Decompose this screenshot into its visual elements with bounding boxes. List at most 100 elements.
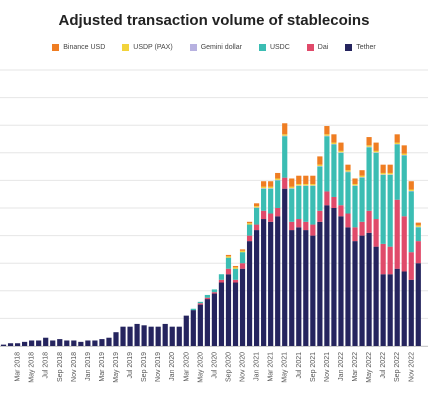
bar-dai-jan-2022 <box>338 205 344 217</box>
bar-usdc-jul-2020 <box>211 289 218 293</box>
bar-binance-usd-mar-2022 <box>352 178 358 184</box>
legend-item-tether[interactable]: Tether <box>345 44 376 51</box>
bar-usdp-pax-dec-2021 <box>331 142 337 144</box>
bar-usdc-dec-2022 <box>415 227 421 242</box>
bar-tether-aug-2022 <box>387 274 393 346</box>
bar-usdc-sep-2020 <box>225 257 232 269</box>
bar-usdp-pax-dec-2020 <box>246 223 253 225</box>
bar-tether-dec-2022 <box>415 263 421 346</box>
bar-usdp-pax-apr-2021 <box>275 178 281 180</box>
bar-usdp-pax-oct-2021 <box>317 164 323 167</box>
bar-tether-feb-2018 <box>7 343 14 346</box>
bar-gemini-dollar-jul-2022 <box>380 174 386 175</box>
x-tick-label: Sep 2020 <box>225 352 232 382</box>
bar-tether-feb-2021 <box>261 219 267 346</box>
bar-tether-aug-2021 <box>303 230 309 346</box>
legend-item-usdc[interactable]: USDC <box>258 44 290 51</box>
bar-tether-mar-2022 <box>352 241 358 346</box>
bar-binance-usd-aug-2021 <box>303 175 309 184</box>
bar-dai-jul-2021 <box>296 219 302 228</box>
bar-usdc-jun-2020 <box>204 294 210 298</box>
bar-tether-apr-2019 <box>106 337 112 346</box>
bar-binance-usd-jul-2022 <box>380 164 386 173</box>
bar-usdp-pax-nov-2021 <box>324 134 330 136</box>
legend-swatch <box>345 44 353 51</box>
bar-gemini-dollar-nov-2021 <box>324 135 330 137</box>
bar-gemini-dollar-oct-2022 <box>401 155 407 156</box>
legend-item-binance-usd[interactable]: Binance USD <box>52 44 105 51</box>
bar-dai-sep-2021 <box>310 224 316 236</box>
bar-tether-sep-2018 <box>57 339 63 346</box>
bar-dai-apr-2022 <box>359 221 365 236</box>
bar-gemini-dollar-sep-2022 <box>394 143 400 145</box>
x-tick-label: Nov 2021 <box>324 352 331 382</box>
x-tick-label: Jul 2020 <box>211 352 218 379</box>
legend-item-dai[interactable]: Dai <box>306 44 328 51</box>
bar-gemini-dollar-may-2021 <box>282 135 288 137</box>
bar-usdp-pax-aug-2022 <box>387 172 393 175</box>
bar-tether-jan-2020 <box>169 326 175 346</box>
bar-binance-usd-jul-2021 <box>296 175 302 184</box>
legend-item-usdp-pax[interactable]: USDP (PAX) <box>122 44 173 51</box>
bar-tether-oct-2019 <box>148 326 154 346</box>
bar-usdp-pax-may-2022 <box>366 145 372 147</box>
bar-tether-oct-2022 <box>401 271 407 346</box>
bar-usdc-sep-2022 <box>394 144 400 200</box>
x-tick-label: May 2019 <box>113 352 120 383</box>
legend-label: Binance USD <box>63 44 106 51</box>
x-tick-label: Sep 2022 <box>394 352 401 382</box>
bar-gemini-dollar-apr-2022 <box>359 177 365 178</box>
bar-usdp-pax-jun-2021 <box>289 186 295 189</box>
x-tick-label: Jul 2019 <box>127 352 134 379</box>
bar-tether-dec-2021 <box>331 208 337 346</box>
bar-usdc-nov-2022 <box>408 191 414 253</box>
legend-swatch <box>258 44 266 51</box>
bar-tether-aug-2020 <box>218 282 225 346</box>
bar-tether-may-2019 <box>113 332 119 346</box>
x-tick-label: May 2022 <box>366 352 373 383</box>
bar-tether-jun-2020 <box>204 299 210 346</box>
bar-tether-jul-2018 <box>43 337 49 346</box>
bar-usdc-feb-2021 <box>261 188 267 211</box>
bar-binance-usd-apr-2021 <box>275 172 281 179</box>
bar-dai-dec-2021 <box>331 196 337 208</box>
chart-title: Adjusted transaction volume of stablecoi… <box>58 12 370 29</box>
bar-binance-usd-aug-2022 <box>387 164 393 173</box>
bar-tether-sep-2020 <box>225 274 232 346</box>
bar-usdp-pax-mar-2022 <box>352 183 358 186</box>
bar-usdc-apr-2021 <box>275 180 281 208</box>
bar-usdc-jun-2022 <box>373 152 379 220</box>
legend-swatch <box>122 44 130 51</box>
bar-usdp-pax-sep-2021 <box>310 183 316 186</box>
bar-usdc-apr-2020 <box>190 308 196 311</box>
bar-usdp-pax-feb-2021 <box>261 186 267 189</box>
bar-binance-usd-dec-2021 <box>331 134 337 143</box>
bar-usdc-may-2021 <box>282 136 288 178</box>
legend-label: Gemini dollar <box>200 44 242 51</box>
bar-dai-mar-2021 <box>268 213 274 222</box>
x-tick-label: Nov 2022 <box>408 352 415 382</box>
bar-dai-jul-2022 <box>380 243 386 275</box>
bar-tether-dec-2019 <box>162 323 168 346</box>
bar-usdp-pax-apr-2022 <box>359 175 365 178</box>
bar-dai-may-2021 <box>282 177 288 189</box>
bar-usdp-pax-nov-2022 <box>408 189 414 191</box>
legend-item-gemini-dollar[interactable]: Gemini dollar <box>189 44 242 51</box>
x-tick-label: Jan 2021 <box>254 352 261 381</box>
bar-usdp-pax-dec-2022 <box>415 225 421 227</box>
bar-tether-nov-2022 <box>408 279 414 346</box>
bar-binance-usd-may-2022 <box>366 137 372 146</box>
x-tick-label: May 2018 <box>29 352 36 383</box>
bar-tether-feb-2020 <box>176 326 182 346</box>
x-tick-label: Mar 2020 <box>183 352 190 382</box>
bar-dai-may-2020 <box>197 303 203 305</box>
bar-tether-nov-2019 <box>155 326 161 346</box>
bar-gemini-dollar-jun-2022 <box>373 152 379 153</box>
bar-gemini-dollar-dec-2022 <box>415 226 421 228</box>
bar-tether-may-2018 <box>29 340 35 346</box>
bar-usdp-pax-jul-2021 <box>296 183 302 186</box>
bar-usdc-aug-2022 <box>387 174 393 247</box>
bar-tether-nov-2021 <box>324 205 330 346</box>
bar-tether-apr-2021 <box>275 216 281 346</box>
bar-usdc-jan-2022 <box>338 152 344 206</box>
